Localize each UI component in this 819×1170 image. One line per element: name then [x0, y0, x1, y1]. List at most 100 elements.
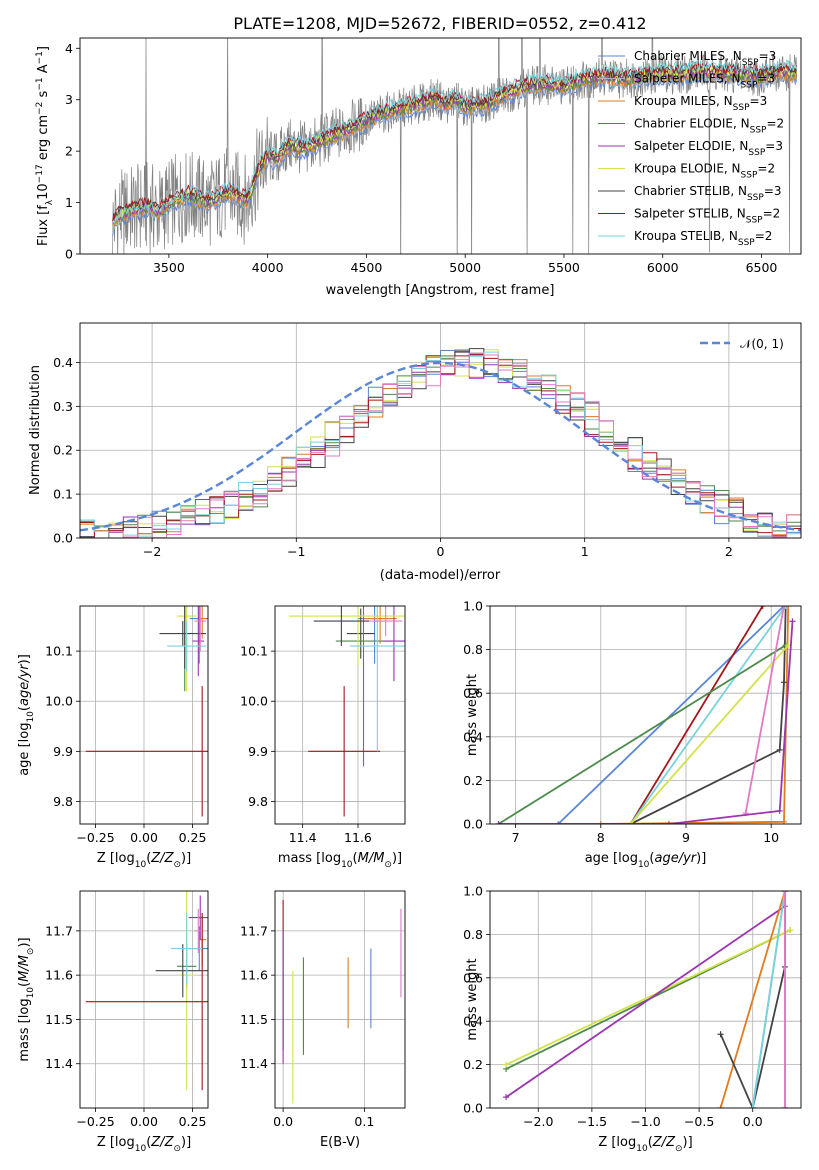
y-tick-label: 0.6	[463, 970, 483, 985]
label-part: mass [log	[278, 851, 341, 866]
y-tick-label: 11.7	[45, 923, 73, 938]
y-tick-label: 9.8	[248, 794, 268, 809]
y-tick-label: 10.0	[45, 694, 73, 709]
plot-area	[495, 606, 796, 824]
y-tick-label: 0.4	[53, 355, 73, 370]
y-tick-label: 0.6	[463, 686, 483, 701]
y-tick-label: 11.4	[240, 1056, 268, 1071]
label-part: M/M	[17, 955, 32, 982]
x-tick-label: 5000	[449, 260, 481, 275]
y-axis-label: mass weight	[465, 958, 480, 1040]
y-tick-label: 9.9	[53, 744, 73, 759]
y-tick-label: 11.7	[240, 923, 268, 938]
y-tick-label: 9.9	[248, 744, 268, 759]
y-tick-label: 0.1	[53, 487, 73, 502]
label-part: ⊙	[675, 1144, 683, 1154]
label-part: 10	[26, 987, 36, 999]
legend-entry: Kroupa ELODIE, NSSP=2	[634, 162, 775, 181]
label-part: Salpeter STELIB, N	[634, 207, 746, 221]
label-part: =2	[763, 207, 781, 221]
y-axis-label: Flux [fλ10−17 erg cm−2 s−1 A−1]	[35, 46, 55, 246]
y-tick-label: 0.0	[463, 1101, 483, 1116]
x-tick-label: 0.1	[354, 1114, 374, 1129]
x-tick-label: 0	[437, 544, 445, 559]
x-tick-label: 0.25	[179, 830, 207, 845]
mass-weight-marker	[776, 746, 783, 753]
grid-lines	[80, 606, 208, 824]
grid-lines	[490, 605, 801, 825]
mass-weight-line	[498, 644, 787, 824]
y-tick-label: 11.4	[45, 1056, 73, 1071]
label-part: age/yr	[654, 851, 697, 866]
label-part: SSP	[742, 58, 759, 68]
mass-weight-marker	[717, 1105, 724, 1108]
axes-frame	[79, 890, 209, 1109]
label-part: )]	[696, 851, 706, 866]
mass-weight-line	[629, 606, 787, 824]
label-part: age [log	[17, 723, 32, 776]
x-tick-label: 4500	[351, 260, 383, 275]
x-axis-label: Z [log10(Z/Z⊙)]	[97, 851, 191, 870]
model-line-kroupa-stelib	[112, 59, 797, 228]
label-part: Z [log	[598, 1135, 636, 1150]
label-part: Z [log	[97, 1135, 135, 1150]
label-part: (	[649, 851, 654, 866]
histogram-step	[80, 352, 801, 538]
chart-title: PLATE=1208, MJD=52672, FIBERID=0552, z=0…	[233, 14, 646, 33]
residuals-panel: −2 −1 0 1 2 0.0 0.1 0.2 0.3 0.4 𝒩(0, 1) (data-model…	[28, 322, 802, 583]
label-part: Kroupa MILES, N	[634, 94, 733, 108]
label-part: M/M	[358, 851, 385, 866]
x-axis-label: Z [log10(Z/Z⊙)]	[598, 1135, 692, 1154]
plot-area	[80, 348, 801, 538]
y-tick-label: 0.4	[463, 1014, 483, 1029]
label-part: Chabrier STELIB, N	[634, 184, 747, 198]
mass-weight-marker	[782, 606, 789, 609]
label-part: =2	[757, 162, 775, 176]
y-axis-label: mass weight	[465, 674, 480, 756]
x-tick-label: 8	[597, 830, 605, 845]
mass-weight-marker	[781, 1105, 788, 1108]
legend-entry: Salpeter MILES, NSSP=3	[634, 72, 775, 91]
mass-weight-marker	[780, 606, 787, 609]
axes-frame	[489, 890, 802, 1109]
plot-area	[112, 38, 798, 254]
legend-entry: Salpeter STELIB, NSSP=2	[634, 207, 780, 226]
label-part: =2	[766, 117, 784, 131]
axes-frame	[274, 890, 406, 1109]
label-part: (	[146, 851, 151, 866]
y-axis-label: Normed distribution	[28, 365, 43, 495]
y-tick-label: 10.1	[45, 644, 73, 659]
y-tick-label: 4	[65, 41, 73, 56]
mass-weight-line	[630, 606, 787, 824]
mass-weight-marker	[555, 821, 562, 824]
y-tick-label: 10.0	[240, 694, 268, 709]
mass-weight-marker	[781, 891, 788, 894]
x-axis-label: Z [log10(Z/Z⊙)]	[97, 1135, 191, 1154]
label-part: 10	[636, 1144, 648, 1154]
label-part: Z/Z	[150, 851, 174, 866]
mass-weight-line	[719, 891, 786, 1108]
mw_vs_Z-panel: −2.0 −1.5 −1.0 −0.5 0.0 0.0 0.2 0.4 0.6 0.8 1.0 Z […	[463, 884, 802, 1154]
label-part: )]	[181, 1135, 191, 1150]
label-part: ⊙	[173, 1144, 181, 1154]
mass-weight-marker	[503, 1061, 510, 1068]
label-part: ]	[36, 46, 51, 51]
label-part: =2	[755, 229, 773, 243]
y-tick-label: 0.4	[463, 729, 483, 744]
label-part: ⊙	[384, 860, 392, 870]
label-part: Chabrier ELODIE, N	[634, 117, 750, 131]
legend-entry: 𝒩(0, 1)	[740, 337, 784, 351]
mass-weight-marker	[495, 821, 502, 824]
label-part: 10	[135, 1144, 147, 1154]
label-part: A	[36, 64, 51, 77]
x-tick-label: 6000	[647, 260, 679, 275]
label-part: SSP	[733, 103, 750, 113]
axes-frame	[79, 605, 209, 825]
mass-weight-line	[498, 621, 794, 824]
mass-weight-marker	[627, 821, 634, 824]
x-tick-label: 0.0	[273, 1114, 293, 1129]
model-line-chabrier-miles	[112, 74, 797, 236]
y-tick-label: 0.2	[463, 773, 483, 788]
